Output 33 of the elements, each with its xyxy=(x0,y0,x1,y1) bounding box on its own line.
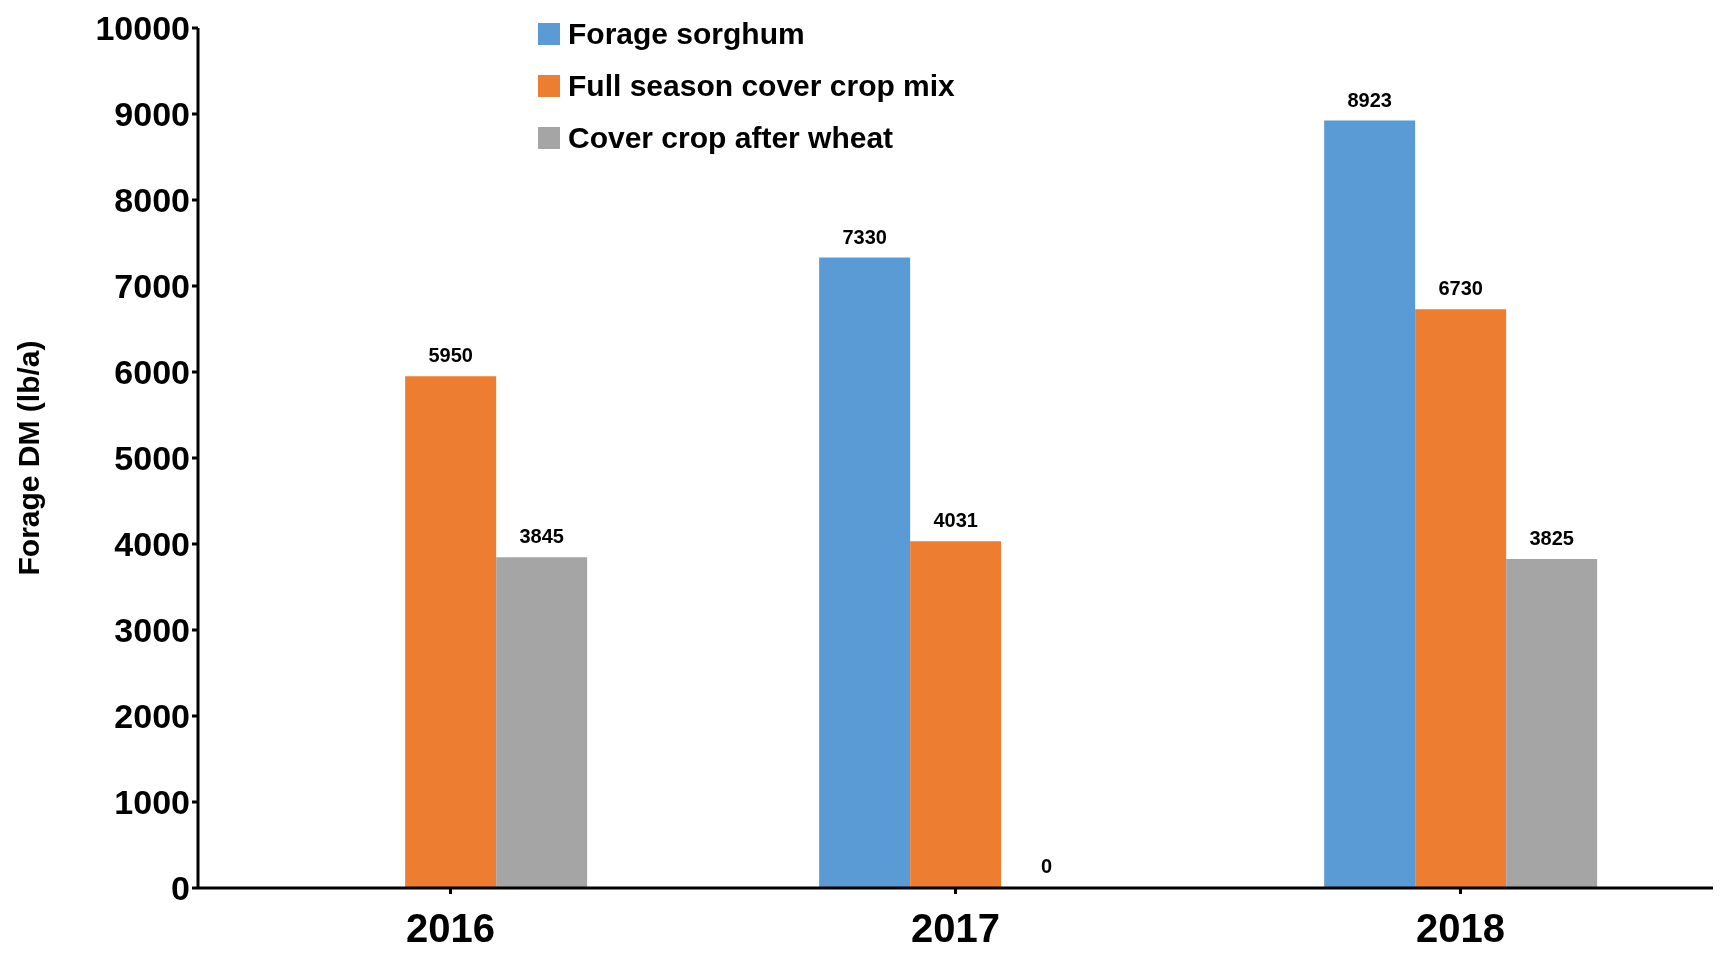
y-tick-label: 9000 xyxy=(114,95,190,134)
y-tick-label: 4000 xyxy=(114,525,190,564)
bar xyxy=(496,557,588,888)
legend-label: Full season cover crop mix xyxy=(568,68,955,104)
bar xyxy=(1506,559,1598,888)
data-label: 5950 xyxy=(428,344,473,367)
legend-label: Forage sorghum xyxy=(568,16,805,52)
y-axis-title: Forage DM (lb/a) xyxy=(11,340,45,576)
y-tick-label: 6000 xyxy=(114,353,190,392)
y-tick-label: 5000 xyxy=(114,439,190,478)
y-tick-label: 0 xyxy=(171,869,190,908)
data-label: 6730 xyxy=(1438,277,1483,300)
data-label: 4031 xyxy=(933,509,978,532)
bar xyxy=(1415,309,1507,888)
legend-label: Cover crop after wheat xyxy=(568,120,894,156)
bar xyxy=(819,257,911,888)
data-label: 8923 xyxy=(1347,88,1392,111)
y-tick-label: 8000 xyxy=(114,181,190,220)
x-tick-label: 2018 xyxy=(1416,906,1505,951)
data-label: 7330 xyxy=(842,225,887,248)
bar xyxy=(405,376,497,888)
x-tick-label: 2017 xyxy=(911,906,1000,951)
bar xyxy=(1324,120,1416,888)
data-label: 3825 xyxy=(1529,527,1574,550)
x-tick-label: 2016 xyxy=(406,906,495,951)
y-tick-label: 2000 xyxy=(114,697,190,736)
bar xyxy=(910,541,1002,888)
data-label: 3845 xyxy=(519,525,564,548)
data-label: 0 xyxy=(1041,855,1053,877)
y-tick-label: 7000 xyxy=(114,267,190,306)
y-tick-label: 3000 xyxy=(114,611,190,650)
y-tick-label: 10000 xyxy=(95,9,190,48)
y-tick-label: 1000 xyxy=(114,783,190,822)
